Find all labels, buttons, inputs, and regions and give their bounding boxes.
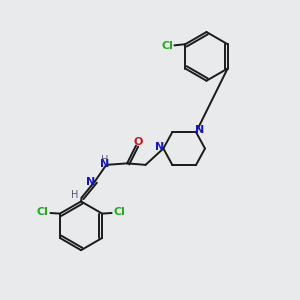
Text: Cl: Cl <box>114 207 126 218</box>
Text: O: O <box>134 137 143 147</box>
Text: Cl: Cl <box>37 207 48 218</box>
Text: N: N <box>195 125 204 135</box>
Text: N: N <box>100 159 110 169</box>
Text: N: N <box>155 142 164 152</box>
Text: H: H <box>101 155 109 165</box>
Text: H: H <box>71 190 79 200</box>
Text: Cl: Cl <box>162 41 173 51</box>
Text: N: N <box>86 177 95 187</box>
